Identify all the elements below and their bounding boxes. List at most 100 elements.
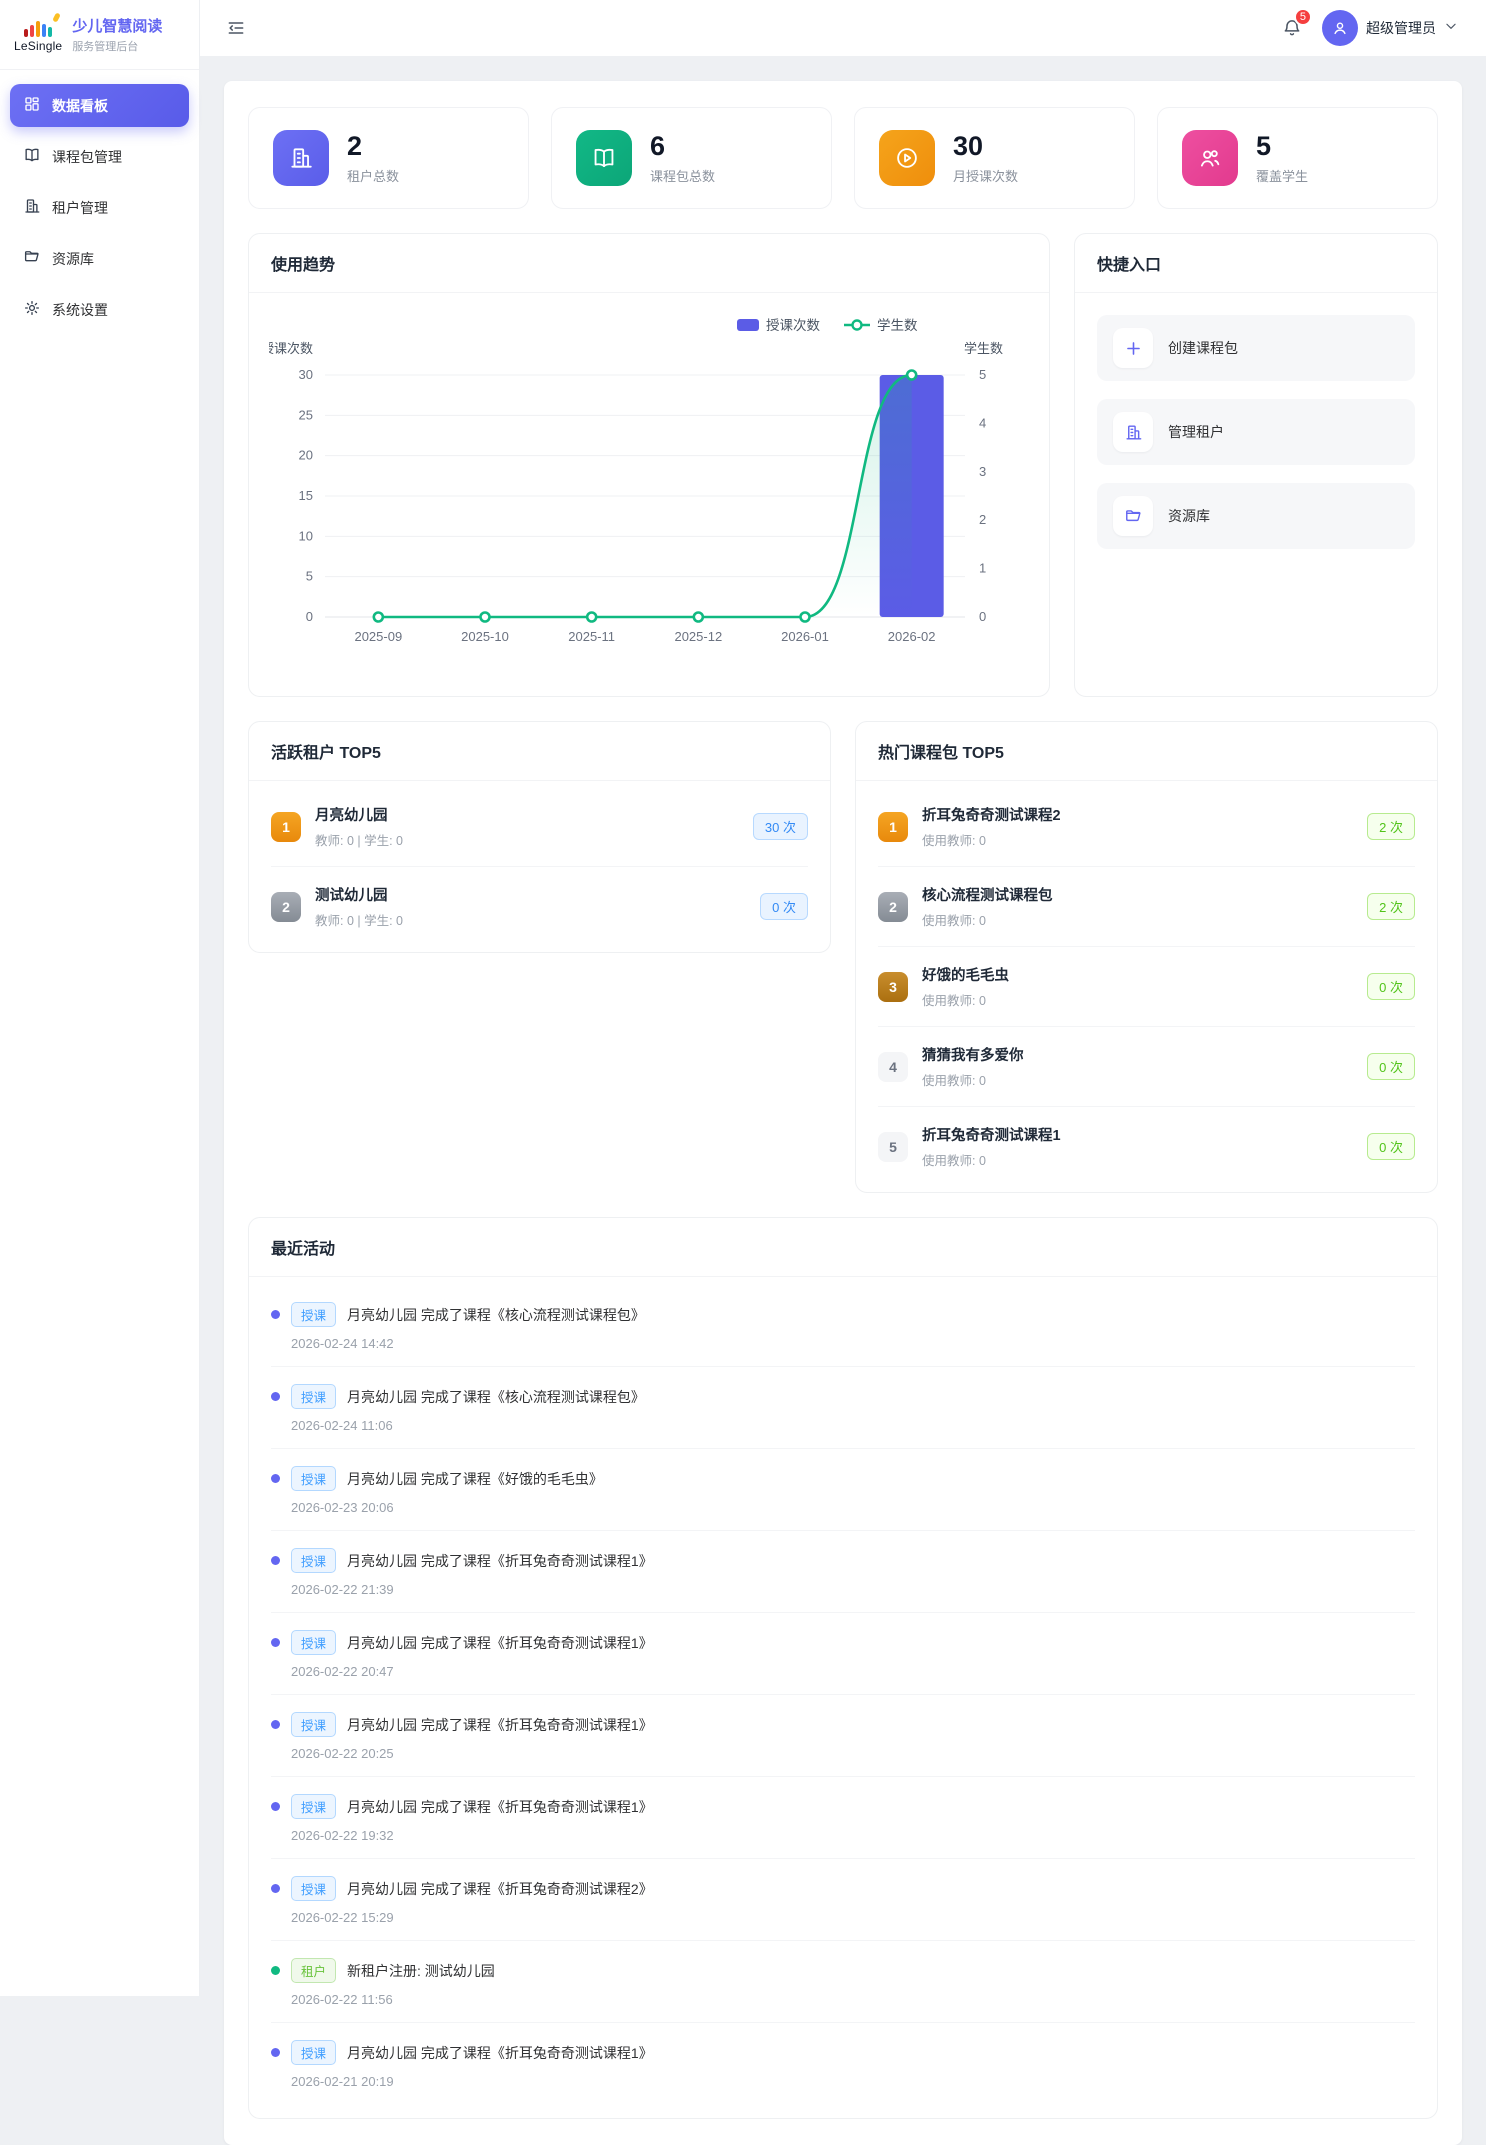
quick-item-label: 资源库 <box>1168 508 1210 524</box>
logo-brand-text: LeSingle <box>14 38 63 53</box>
stat-card-students: 5 覆盖学生 <box>1157 107 1438 209</box>
package-row[interactable]: 5 折耳兔奇奇测试课程1 使用教师: 0 0 次 <box>878 1107 1415 1186</box>
package-row[interactable]: 4 猜猜我有多爱你 使用教师: 0 0 次 <box>878 1027 1415 1107</box>
activity-type-badge: 授课 <box>291 1384 337 1409</box>
package-meta: 使用教师: 0 <box>922 834 986 848</box>
rank-badge: 4 <box>878 1051 908 1082</box>
hot-packages-card: 热门课程包 TOP5 1 折耳兔奇奇测试课程2 使用教师: 0 2 次 2 核心… <box>855 721 1438 1193</box>
package-row[interactable]: 3 好饿的毛毛虫 使用教师: 0 0 次 <box>878 947 1415 1027</box>
tenant-meta: 教师: 0 | 学生: 0 <box>315 834 403 848</box>
svg-text:30: 30 <box>299 367 313 382</box>
trend-chart-svg: 0 5 10 15 20 25 30 0 1 2 3 4 5 2025-09 2025-10 2025-11 2… <box>261 318 1003 644</box>
activity-text: 月亮幼儿园 完成了课程《折耳兔奇奇测试课程1》 <box>347 1798 653 1815</box>
svg-text:2025-09: 2025-09 <box>354 629 402 644</box>
user-menu[interactable]: 超级管理员 <box>1322 10 1458 46</box>
active-tenants-card: 活跃租户 TOP5 1 月亮幼儿园 教师: 0 | 学生: 0 30 次 2 测… <box>248 721 831 953</box>
active-tenants-title: 活跃租户 TOP5 <box>249 722 830 781</box>
activity-text: 月亮幼儿园 完成了课程《核心流程测试课程包》 <box>347 1306 645 1323</box>
usage-trend-card: 使用趋势 0 5 10 15 20 25 30 0 1 2 3 4 5 2025-09 2025-10 202… <box>248 233 1050 697</box>
activity-type-badge: 授课 <box>291 1548 337 1573</box>
svg-text:授课次数: 授课次数 <box>269 341 313 356</box>
stat-card-monthly-lessons: 30 月授课次数 <box>854 107 1135 209</box>
svg-text:25: 25 <box>299 407 313 422</box>
svg-text:4: 4 <box>979 415 986 430</box>
svg-text:3: 3 <box>979 464 986 479</box>
hot-packages-list: 1 折耳兔奇奇测试课程2 使用教师: 0 2 次 2 核心流程测试课程包 使用教… <box>856 781 1437 1192</box>
app-subtitle: 服务管理后台 <box>72 41 139 53</box>
quick-item-resources[interactable]: 资源库 <box>1097 483 1415 549</box>
tenant-name: 测试幼儿园 <box>315 888 388 904</box>
stat-value: 6 <box>650 131 666 162</box>
package-count-badge: 0 次 <box>1367 1133 1415 1160</box>
activity-time: 2026-02-22 21:39 <box>291 1582 394 1597</box>
activity-type-badge: 授课 <box>291 1794 337 1819</box>
activity-text: 月亮幼儿园 完成了课程《折耳兔奇奇测试课程1》 <box>347 1716 653 1733</box>
activity-time: 2026-02-22 19:32 <box>291 1828 394 1843</box>
sidebar-collapse-icon[interactable] <box>222 14 250 42</box>
activity-time: 2026-02-22 11:56 <box>291 1992 393 2007</box>
quick-entry-title: 快捷入口 <box>1075 234 1437 293</box>
activity-type-badge: 授课 <box>291 1302 337 1327</box>
tenant-count-badge: 30 次 <box>752 813 808 840</box>
tenant-row[interactable]: 1 月亮幼儿园 教师: 0 | 学生: 0 30 次 <box>271 787 808 867</box>
package-row[interactable]: 2 核心流程测试课程包 使用教师: 0 2 次 <box>878 867 1415 947</box>
sidebar-item-course-packages[interactable]: 课程包管理 <box>10 135 189 178</box>
quick-entry-list: 创建课程包 管理租户 资源库 <box>1075 293 1437 571</box>
usage-trend-chart: 0 5 10 15 20 25 30 0 1 2 3 4 5 2025-09 2025-10 2025-11 2… <box>249 293 1049 696</box>
sidebar-item-tenants[interactable]: 租户管理 <box>10 186 189 229</box>
activity-dot <box>271 1310 280 1319</box>
stat-label: 月授课次数 <box>953 168 1019 184</box>
rank-badge: 3 <box>878 971 908 1002</box>
package-count-badge: 2 次 <box>1367 813 1415 840</box>
svg-text:学生数: 学生数 <box>877 318 918 333</box>
package-name: 折耳兔奇奇测试课程2 <box>922 808 1061 824</box>
svg-text:5: 5 <box>979 367 986 382</box>
folder-icon <box>23 248 41 269</box>
package-row[interactable]: 1 折耳兔奇奇测试课程2 使用教师: 0 2 次 <box>878 787 1415 867</box>
activity-text: 月亮幼儿园 完成了课程《核心流程测试课程包》 <box>347 1388 645 1405</box>
rank-badge: 2 <box>878 891 908 922</box>
recent-activity-card: 最近活动 授课 月亮幼儿园 完成了课程《核心流程测试课程包》 2026-02-2… <box>248 1217 1438 2119</box>
content-panel: 2 租户总数 6 课程包总数 30 月授课次数 5 覆盖学生 <box>224 81 1462 2145</box>
svg-text:2025-12: 2025-12 <box>674 629 722 644</box>
svg-text:10: 10 <box>299 528 313 543</box>
activity-type-badge: 租户 <box>291 1958 337 1983</box>
gear-icon <box>23 299 41 320</box>
activity-text: 月亮幼儿园 完成了课程《折耳兔奇奇测试课程2》 <box>347 1880 653 1897</box>
tenant-count-badge: 0 次 <box>760 893 808 920</box>
sidebar: LeSingle 少儿智慧阅读 服务管理后台 数据看板 课程包管理 租户管理 <box>0 0 200 1996</box>
sidebar-item-resources[interactable]: 资源库 <box>10 237 189 280</box>
package-meta: 使用教师: 0 <box>922 914 986 928</box>
package-name: 猜猜我有多爱你 <box>922 1048 1024 1064</box>
activity-text: 月亮幼儿园 完成了课程《折耳兔奇奇测试课程1》 <box>347 2044 653 2061</box>
building-icon <box>1113 412 1153 452</box>
sidebar-item-label: 系统设置 <box>52 301 108 318</box>
building-icon <box>273 130 329 186</box>
app-logo: LeSingle 少儿智慧阅读 服务管理后台 <box>0 0 199 70</box>
tenant-row[interactable]: 2 测试幼儿园 教师: 0 | 学生: 0 0 次 <box>271 867 808 946</box>
activity-time: 2026-02-21 20:19 <box>291 2074 394 2089</box>
activity-type-badge: 授课 <box>291 2040 337 2065</box>
stat-value: 2 <box>347 131 363 162</box>
avatar <box>1322 10 1358 46</box>
activity-time: 2026-02-22 20:25 <box>291 1746 394 1761</box>
activity-text: 月亮幼儿园 完成了课程《好饿的毛毛虫》 <box>347 1470 603 1487</box>
sidebar-item-settings[interactable]: 系统设置 <box>10 288 189 331</box>
quick-item-create-package[interactable]: 创建课程包 <box>1097 315 1415 381</box>
svg-text:2026-02: 2026-02 <box>888 629 936 644</box>
notification-bell-icon[interactable]: 5 <box>1278 8 1312 42</box>
svg-text:5: 5 <box>306 569 313 584</box>
folder-icon <box>1113 496 1153 536</box>
activity-time: 2026-02-22 15:29 <box>291 1910 394 1925</box>
quick-item-manage-tenants[interactable]: 管理租户 <box>1097 399 1415 465</box>
activity-time: 2026-02-24 11:06 <box>291 1418 393 1433</box>
play-circle-icon <box>879 130 935 186</box>
activity-dot <box>271 1638 280 1647</box>
activity-time: 2026-02-23 20:06 <box>291 1500 394 1515</box>
stat-label: 租户总数 <box>347 168 400 184</box>
rank-badge: 5 <box>878 1131 908 1162</box>
rank-badge: 2 <box>271 891 301 922</box>
activity-time: 2026-02-22 20:47 <box>291 1664 394 1679</box>
sidebar-item-dashboard[interactable]: 数据看板 <box>10 84 189 127</box>
stat-value: 5 <box>1256 131 1272 162</box>
